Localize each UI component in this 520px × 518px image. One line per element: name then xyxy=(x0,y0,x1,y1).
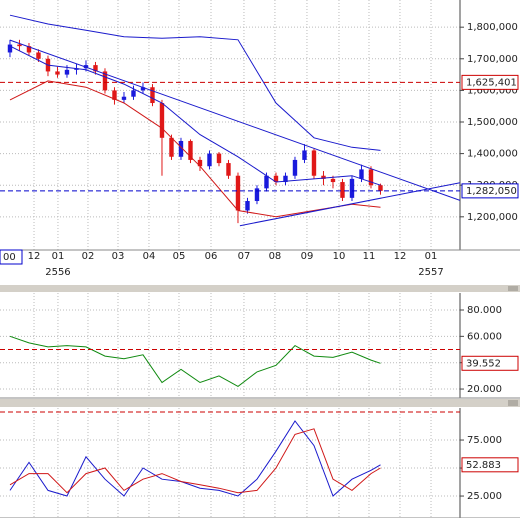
candle-body xyxy=(55,71,60,75)
candle-body xyxy=(178,140,184,157)
x-tick-label: 12 xyxy=(394,251,407,262)
price-box xyxy=(461,74,519,90)
y-tick-label: 60.000 xyxy=(467,331,502,342)
y-tick-label: 1,400,000 xyxy=(467,149,518,160)
year-label: 2557 xyxy=(418,267,443,278)
panel-separator xyxy=(0,399,520,407)
x-tick-label: 02 xyxy=(82,251,95,262)
y-tick-label: 1,200,000 xyxy=(467,212,518,223)
candle-body xyxy=(121,96,127,100)
value-label: 52.883 xyxy=(466,460,501,471)
line-series xyxy=(239,182,461,227)
line-series xyxy=(9,39,461,201)
price-box xyxy=(461,183,519,199)
candle-body xyxy=(378,185,383,191)
x-tick-label: 05 xyxy=(173,251,186,262)
candle-body xyxy=(254,188,260,202)
candle-body xyxy=(311,150,317,176)
candle-body xyxy=(216,153,222,164)
value-label: 39.552 xyxy=(466,358,501,369)
candle-body xyxy=(273,175,279,183)
candle-body xyxy=(330,178,336,183)
candle-body xyxy=(140,87,146,91)
x-tick-label: 04 xyxy=(143,251,156,262)
candle-body xyxy=(349,178,355,198)
cursor-label: 00 xyxy=(3,252,16,263)
y-tick-label: 25.000 xyxy=(467,491,502,502)
value-box xyxy=(461,355,519,371)
candle-body xyxy=(188,140,193,160)
year-label: 2556 xyxy=(45,267,70,278)
y-tick-label: 1,800,000 xyxy=(467,22,518,33)
line-series xyxy=(9,428,381,494)
candle-body xyxy=(245,201,250,211)
candle-body xyxy=(207,153,212,167)
candle-body xyxy=(131,90,136,97)
candle-body xyxy=(197,159,203,167)
y-tick-label: 1,700,000 xyxy=(467,54,518,65)
candle-body xyxy=(102,71,108,91)
candle-body xyxy=(17,44,22,47)
y-tick-label: 1,500,000 xyxy=(467,117,518,128)
x-tick-label: 10 xyxy=(333,251,346,262)
y-tick-label: 20.000 xyxy=(467,384,502,395)
candle-body xyxy=(36,52,41,59)
candle-body xyxy=(150,87,155,104)
value-box xyxy=(461,457,519,473)
candle-body xyxy=(359,169,364,179)
y-tick-label: 80.000 xyxy=(467,305,502,316)
cursor-box xyxy=(0,249,23,265)
x-tick-label: 06 xyxy=(205,251,218,262)
x-tick-label: 12 xyxy=(28,251,41,262)
candle-body xyxy=(169,137,174,157)
candle-body xyxy=(292,159,298,176)
panel-button[interactable] xyxy=(508,286,518,291)
y-tick-label: 1,600,000 xyxy=(467,85,518,96)
candle-body xyxy=(321,175,326,179)
x-tick-label: 08 xyxy=(269,251,282,262)
line-series xyxy=(9,420,381,497)
x-tick-label: 07 xyxy=(238,251,251,262)
candle-body xyxy=(93,65,98,72)
candle-body xyxy=(368,169,374,186)
price-label: 1,282,050 xyxy=(466,186,517,197)
y-tick-label: 75.000 xyxy=(467,435,502,446)
x-tick-label: 01 xyxy=(425,251,438,262)
candle-body xyxy=(340,182,345,198)
panel-separator xyxy=(0,285,520,292)
x-tick-label: 01 xyxy=(52,251,65,262)
candle-body xyxy=(235,175,241,211)
panel-button[interactable] xyxy=(508,400,518,406)
line-series xyxy=(9,335,381,387)
candle-body xyxy=(112,90,117,100)
candle-body xyxy=(64,69,70,75)
x-tick-label: 03 xyxy=(112,251,125,262)
price-label: 1,625,401 xyxy=(466,77,517,88)
line-series xyxy=(9,45,381,186)
candle-body xyxy=(7,44,13,53)
candle-body xyxy=(264,175,269,189)
candle-body xyxy=(159,103,165,138)
line-series xyxy=(9,14,381,151)
candle-body xyxy=(283,175,288,183)
candle-body xyxy=(302,150,307,160)
candle-body xyxy=(226,163,231,176)
candle-body xyxy=(26,46,32,53)
x-tick-label: 09 xyxy=(301,251,314,262)
x-tick-label: 11 xyxy=(363,251,376,262)
